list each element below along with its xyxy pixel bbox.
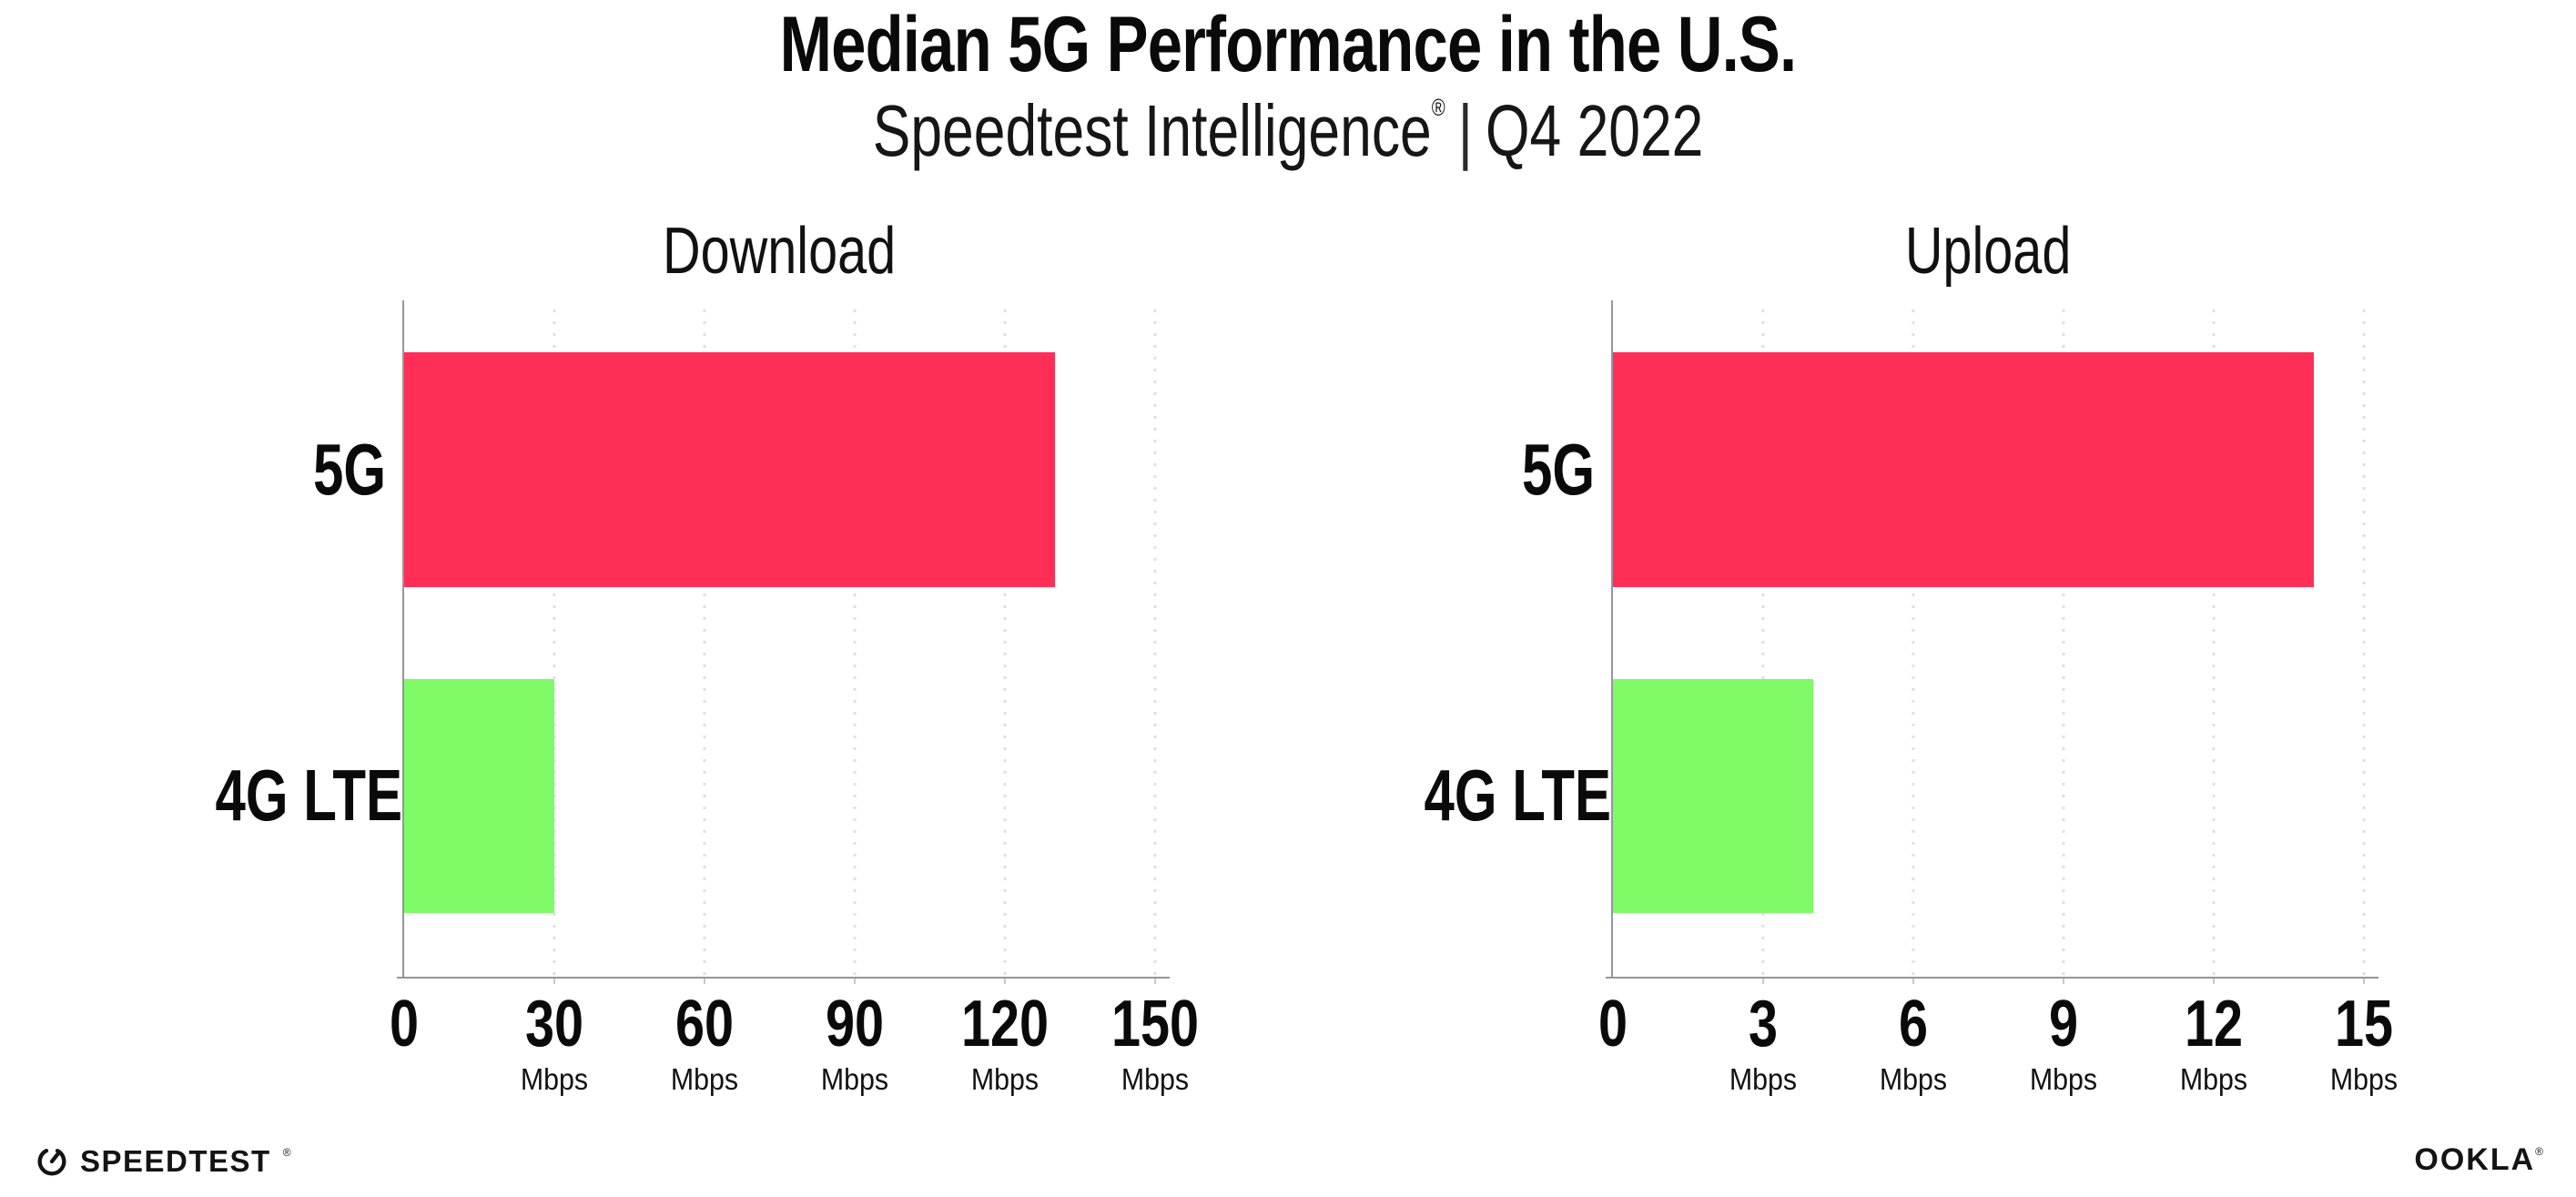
x-tick-unit: Mbps (520, 1062, 589, 1096)
tick-mark-120 (1004, 977, 1006, 984)
x-tick-label-9: 9 Mbps (2027, 991, 2101, 1097)
row-label-4g-lte: 4G LTE (1424, 755, 1612, 836)
gridline-90 (853, 309, 857, 977)
x-tick-label-6: 6 Mbps (1877, 991, 1951, 1097)
subtitle-divider: | (1457, 90, 1473, 171)
row-label-5g: 5G (1521, 429, 1595, 510)
x-tick-value: 15 (2334, 988, 2394, 1060)
tick-mark-150 (1154, 977, 1156, 984)
speedtest-gauge-icon (37, 1148, 66, 1176)
page-title-text: Median 5G Performance in the U.S. (779, 1, 1798, 88)
tick-mark-9 (2063, 977, 2064, 984)
row-label-5g: 5G (312, 429, 386, 510)
x-tick-value: 60 (674, 988, 735, 1060)
download-chart-title: Download (663, 215, 897, 288)
tick-mark-12 (2213, 977, 2215, 984)
page-subtitle: Speedtest Intelligence® | Q4 2022 (0, 91, 2576, 171)
gridline-60 (703, 309, 706, 977)
x-tick-value: 3 (1748, 988, 1779, 1060)
x-tick-label-12: 12 Mbps (2177, 991, 2251, 1097)
x-tick-unit: Mbps (2329, 1062, 2399, 1096)
tick-mark-6 (1912, 977, 1914, 984)
download-chart: Download 5G 4G LTE 0 30 Mbps 60 Mbps 90 Mbps 120… (158, 215, 1323, 1096)
row-label-4g-lte: 4G LTE (215, 755, 403, 836)
x-tick-label-15: 15 Mbps (2328, 991, 2401, 1097)
speedtest-wordmark: SPEEDTEST (80, 1143, 271, 1178)
gridline-6 (1912, 309, 1915, 977)
x-tick-unit: Mbps (970, 1062, 1040, 1096)
x-tick-label-90: 90 Mbps (818, 991, 892, 1097)
registered-mark: ® (1431, 94, 1445, 121)
page-subtitle-text: Speedtest Intelligence® | Q4 2022 (873, 91, 1704, 171)
x-tick-value: 90 (825, 988, 885, 1060)
x-tick-value: 12 (2184, 988, 2244, 1060)
ookla-wordmark: OOKLA (2414, 1142, 2536, 1177)
bar-5g-download (404, 352, 1055, 587)
x-tick-unit: Mbps (820, 1062, 889, 1096)
x-tick-label-0: 0 (386, 991, 422, 1057)
gridline-9 (2062, 309, 2065, 977)
x-tick-unit: Mbps (1121, 1062, 1190, 1096)
gridline-12 (2212, 309, 2216, 977)
x-tick-value: 9 (2048, 988, 2079, 1060)
gridline-120 (1003, 309, 1007, 977)
x-tick-label-0: 0 (1595, 991, 1631, 1057)
x-tick-value: 150 (1111, 988, 1200, 1060)
gridline-15 (2362, 309, 2366, 977)
speedtest-trademark: ® (282, 1146, 291, 1159)
x-tick-value: 120 (960, 988, 1050, 1060)
subtitle-period: Q4 2022 (1485, 90, 1704, 171)
bar-4g-lte-upload (1613, 679, 1813, 913)
x-tick-label-60: 60 Mbps (668, 991, 742, 1097)
x-tick-value: 30 (524, 988, 584, 1060)
x-tick-label-150: 150 Mbps (1100, 991, 1210, 1097)
tick-mark-90 (854, 977, 856, 984)
x-tick-unit: Mbps (1729, 1062, 1798, 1096)
speedtest-logo: SPEEDTEST ® (35, 1142, 291, 1179)
x-tick-label-3: 3 Mbps (1727, 991, 1800, 1097)
gridline-150 (1153, 309, 1157, 977)
x-tick-value: 0 (1597, 988, 1628, 1060)
tick-mark-60 (704, 977, 705, 984)
upload-chart: Upload 5G 4G LTE 0 3 Mbps 6 Mbps 9 Mbps 12 Mbps 15… (1367, 215, 2532, 1096)
upload-chart-title: Upload (1905, 215, 2072, 288)
x-tick-value: 0 (389, 988, 420, 1060)
gridline-3 (1761, 309, 1765, 977)
subtitle-brand: Speedtest Intelligence (872, 90, 1432, 171)
download-plot-area: 0 30 Mbps 60 Mbps 90 Mbps 120 Mbps 150 Mbps (390, 300, 1199, 1096)
ookla-trademark: ® (2535, 1144, 2543, 1158)
upload-plot-area: 0 3 Mbps 6 Mbps 9 Mbps 12 Mbps 15 Mbps (1598, 300, 2398, 1096)
x-tick-label-120: 120 Mbps (950, 991, 1060, 1097)
bar-5g-upload (1613, 352, 2314, 587)
x-tick-unit: Mbps (670, 1062, 739, 1096)
ookla-logo: OOKLA® (2414, 1144, 2543, 1175)
tick-mark-3 (1762, 977, 1764, 984)
x-tick-unit: Mbps (2029, 1062, 2098, 1096)
bar-4g-lte-download (404, 679, 554, 913)
page-title: Median 5G Performance in the U.S. (0, 5, 2576, 84)
tick-mark-15 (2363, 977, 2365, 984)
x-tick-label-30: 30 Mbps (518, 991, 592, 1097)
x-tick-value: 6 (1898, 988, 1929, 1060)
x-tick-unit: Mbps (1879, 1062, 1948, 1096)
x-tick-unit: Mbps (2179, 1062, 2248, 1096)
gridline-30 (553, 309, 556, 977)
tick-mark-30 (553, 977, 555, 984)
